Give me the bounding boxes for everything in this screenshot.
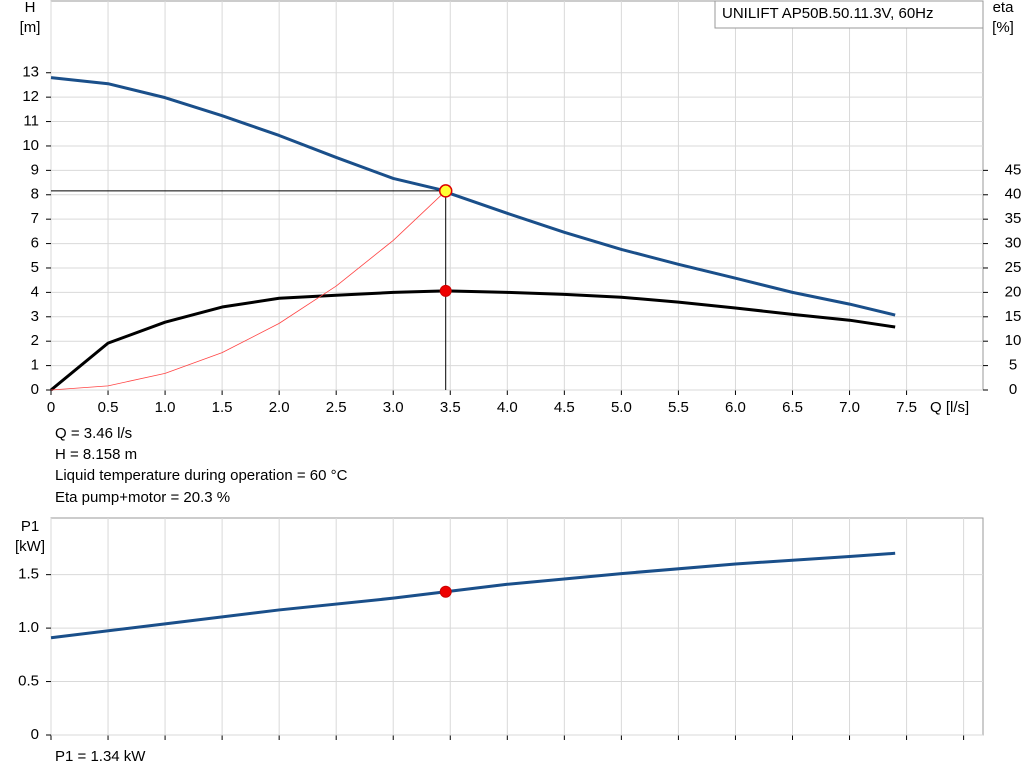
duty-point [439, 585, 452, 598]
plot-frame [50, 517, 984, 736]
y-tick-label: 0.5 [18, 673, 39, 690]
y-tick-label: 7 [31, 210, 39, 227]
duty-point [438, 184, 453, 198]
y2-tick-label: 40 [1005, 186, 1022, 203]
y2-tick-label: 35 [1005, 210, 1022, 227]
y-tick-label: 9 [31, 161, 39, 178]
y2-tick-label: 25 [1005, 259, 1022, 276]
x-tick-label: 2.0 [269, 399, 290, 416]
curve [50, 289, 896, 392]
y-tick-label: 11 [23, 113, 39, 130]
x-tick-label: 7.0 [839, 399, 860, 416]
info-text: Q = 3.46 l/s [55, 425, 132, 442]
curve [50, 76, 896, 317]
y-tick-label: 1 [31, 357, 39, 374]
x-axis-label: Q [l/s] [930, 399, 969, 416]
chart-title: UNILIFT AP50B.50.11.3V, 60Hz [722, 5, 934, 22]
x-tick-label: 3.5 [440, 399, 461, 416]
y-tick-label: 13 [22, 64, 39, 81]
y-axis-unit: [m] [20, 19, 41, 36]
x-tick-label: 3.0 [383, 399, 404, 416]
y-axis-label: H [25, 0, 36, 16]
x-tick-label: 1.5 [212, 399, 233, 416]
y2-tick-label: 20 [1005, 283, 1022, 300]
x-tick-label: 1.0 [155, 399, 176, 416]
y-tick-label: 5 [31, 259, 39, 276]
y-tick-label: 10 [22, 137, 39, 154]
y-tick-label: 8 [31, 186, 39, 203]
info-text: P1 = 1.34 kW [55, 748, 146, 765]
y-axis-label: P1 [21, 518, 39, 535]
y-tick-label: 4 [31, 283, 39, 300]
y-tick-label: 1.0 [18, 619, 39, 636]
x-tick-label: 0.5 [98, 399, 119, 416]
title-box [714, 0, 984, 29]
y2-axis-unit: [%] [992, 19, 1014, 36]
x-tick-label: 2.5 [326, 399, 347, 416]
x-tick-label: 6.0 [725, 399, 746, 416]
eta-point [439, 284, 452, 297]
curve [50, 190, 446, 391]
y2-tick-label: 30 [1005, 235, 1022, 252]
y2-tick-label: 5 [1009, 357, 1017, 374]
y2-tick-label: 10 [1005, 332, 1022, 349]
y2-tick-label: 15 [1005, 308, 1022, 325]
y-tick-label: 3 [31, 308, 39, 325]
y2-tick-label: 45 [1005, 161, 1022, 178]
y-tick-label: 12 [22, 88, 39, 105]
y-tick-label: 2 [31, 332, 39, 349]
y-tick-label: 6 [31, 235, 39, 252]
x-tick-label: 4.5 [554, 399, 575, 416]
info-text: Eta pump+motor = 20.3 % [55, 489, 230, 506]
y-tick-label: 0 [31, 381, 39, 398]
plot-frame [50, 0, 984, 391]
info-text: Liquid temperature during operation = 60… [55, 467, 348, 484]
info-text: H = 8.158 m [55, 446, 137, 463]
x-tick-label: 5.0 [611, 399, 632, 416]
curve [50, 551, 896, 640]
x-tick-label: 6.5 [782, 399, 803, 416]
x-tick-label: 7.5 [896, 399, 917, 416]
y2-axis-label: eta [993, 0, 1015, 16]
x-tick-label: 0 [47, 399, 55, 416]
y-tick-label: 1.5 [18, 566, 39, 583]
y2-tick-label: 0 [1009, 381, 1017, 398]
y-tick-label: 0 [31, 726, 39, 743]
x-tick-label: 4.0 [497, 399, 518, 416]
x-tick-label: 5.5 [668, 399, 689, 416]
y-axis-unit: [kW] [15, 538, 45, 555]
